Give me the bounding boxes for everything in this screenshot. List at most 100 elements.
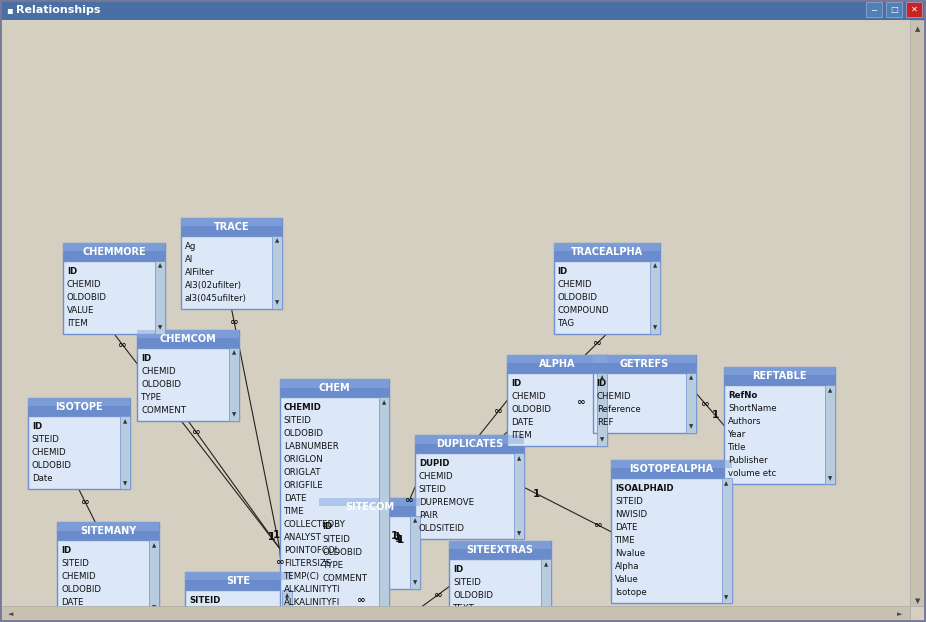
Text: ID: ID (141, 354, 151, 363)
Text: ∞: ∞ (594, 521, 603, 531)
Text: ▲: ▲ (382, 401, 386, 406)
Text: ▼: ▼ (275, 300, 280, 305)
Text: ▲: ▲ (915, 26, 920, 32)
Text: ∞: ∞ (593, 338, 601, 348)
FancyBboxPatch shape (57, 541, 159, 613)
Text: ISOTOPEALPHA: ISOTOPEALPHA (630, 464, 713, 475)
Text: Title: Title (728, 443, 746, 452)
Text: FILTERSIZE: FILTERSIZE (283, 559, 331, 569)
Text: ▼: ▼ (653, 325, 657, 330)
Text: TRACE: TRACE (214, 221, 249, 232)
Text: CHEMID: CHEMID (67, 279, 102, 289)
Text: ID: ID (31, 422, 42, 431)
FancyBboxPatch shape (181, 236, 282, 309)
FancyBboxPatch shape (507, 373, 607, 445)
Text: ALKALINITYFI: ALKALINITYFI (283, 598, 340, 608)
Text: TYPE: TYPE (141, 392, 162, 402)
FancyBboxPatch shape (28, 398, 130, 406)
FancyBboxPatch shape (282, 590, 292, 622)
FancyBboxPatch shape (449, 541, 551, 559)
FancyBboxPatch shape (63, 243, 165, 251)
FancyBboxPatch shape (0, 0, 926, 20)
Text: OLDDBID: OLDDBID (189, 609, 229, 618)
Text: TYPE: TYPE (453, 617, 474, 622)
Text: OLDOBID: OLDOBID (511, 404, 552, 414)
Text: OLDOBID: OLDOBID (557, 292, 598, 302)
FancyBboxPatch shape (686, 373, 696, 432)
FancyBboxPatch shape (541, 559, 551, 622)
Text: CHEMID: CHEMID (596, 391, 632, 401)
Text: ID: ID (453, 565, 463, 574)
Text: ShortName: ShortName (728, 404, 777, 413)
Text: ▼: ▼ (157, 325, 162, 330)
FancyBboxPatch shape (137, 330, 239, 338)
Text: ▲: ▲ (284, 593, 289, 598)
Text: OLDOBID: OLDOBID (61, 585, 102, 595)
Text: ▲: ▲ (413, 519, 418, 524)
Text: TIME: TIME (283, 508, 305, 516)
FancyBboxPatch shape (593, 373, 696, 432)
FancyBboxPatch shape (181, 218, 282, 236)
Text: SITEID: SITEID (61, 559, 89, 569)
Text: CHEMCOM: CHEMCOM (159, 333, 217, 344)
Text: ITEM: ITEM (511, 430, 532, 440)
FancyBboxPatch shape (149, 541, 159, 613)
Text: SITE: SITE (227, 576, 250, 587)
Text: CHEM: CHEM (319, 383, 350, 394)
Text: ✕: ✕ (910, 5, 918, 14)
Text: ▲: ▲ (232, 351, 236, 356)
Text: Ag: Ag (184, 242, 196, 251)
Text: ID: ID (67, 267, 77, 276)
Text: ▲: ▲ (544, 562, 548, 567)
Text: 1: 1 (273, 530, 281, 540)
Text: Relationships: Relationships (16, 5, 101, 15)
FancyBboxPatch shape (507, 355, 607, 363)
FancyBboxPatch shape (724, 367, 835, 385)
Text: SITEID: SITEID (419, 485, 446, 494)
FancyBboxPatch shape (650, 261, 660, 333)
FancyBboxPatch shape (272, 236, 282, 309)
FancyBboxPatch shape (449, 541, 551, 549)
Text: ►: ► (896, 611, 902, 617)
Text: ∞: ∞ (357, 595, 366, 605)
Text: ID: ID (322, 522, 332, 531)
Text: ▲: ▲ (653, 264, 657, 269)
FancyBboxPatch shape (724, 385, 835, 484)
Text: COMMENT: COMMENT (322, 573, 368, 583)
Text: 1: 1 (396, 535, 404, 545)
FancyBboxPatch shape (507, 355, 607, 373)
FancyBboxPatch shape (0, 606, 910, 621)
Text: ID: ID (557, 267, 568, 276)
Text: AlFilter: AlFilter (184, 267, 214, 277)
Text: ORIGLAT: ORIGLAT (283, 468, 321, 478)
Text: Isotope: Isotope (615, 588, 647, 597)
Text: ▲: ▲ (275, 239, 280, 244)
Text: TEMP(C): TEMP(C) (283, 572, 319, 582)
Text: Nvalue: Nvalue (615, 549, 645, 559)
Text: ∞: ∞ (230, 317, 239, 327)
Text: SITEID: SITEID (283, 416, 311, 425)
Text: REF: REF (596, 417, 613, 427)
FancyBboxPatch shape (886, 2, 902, 17)
FancyBboxPatch shape (554, 261, 660, 333)
Text: 1: 1 (533, 489, 540, 499)
Text: ISOTOPE: ISOTOPE (55, 402, 103, 412)
Text: CHEMID: CHEMID (557, 279, 593, 289)
Text: 1: 1 (711, 410, 719, 420)
Text: Reference: Reference (596, 404, 641, 414)
Text: DUPLICATES: DUPLICATES (436, 439, 503, 450)
Text: OLDOBID: OLDOBID (283, 429, 324, 439)
Text: DATE: DATE (61, 598, 84, 608)
FancyBboxPatch shape (906, 2, 922, 17)
Text: ANALYST: ANALYST (283, 534, 321, 542)
Text: SITEID: SITEID (189, 596, 220, 605)
Text: GETREFS: GETREFS (619, 358, 669, 369)
Text: ID: ID (596, 379, 607, 388)
Text: ALKALINITYLU: ALKALINITYLU (283, 611, 344, 620)
FancyBboxPatch shape (280, 379, 389, 388)
FancyBboxPatch shape (119, 416, 130, 489)
Text: OLDOBID: OLDOBID (322, 547, 363, 557)
FancyBboxPatch shape (137, 348, 239, 420)
Text: Al: Al (184, 254, 193, 264)
Text: DATE: DATE (283, 494, 307, 503)
